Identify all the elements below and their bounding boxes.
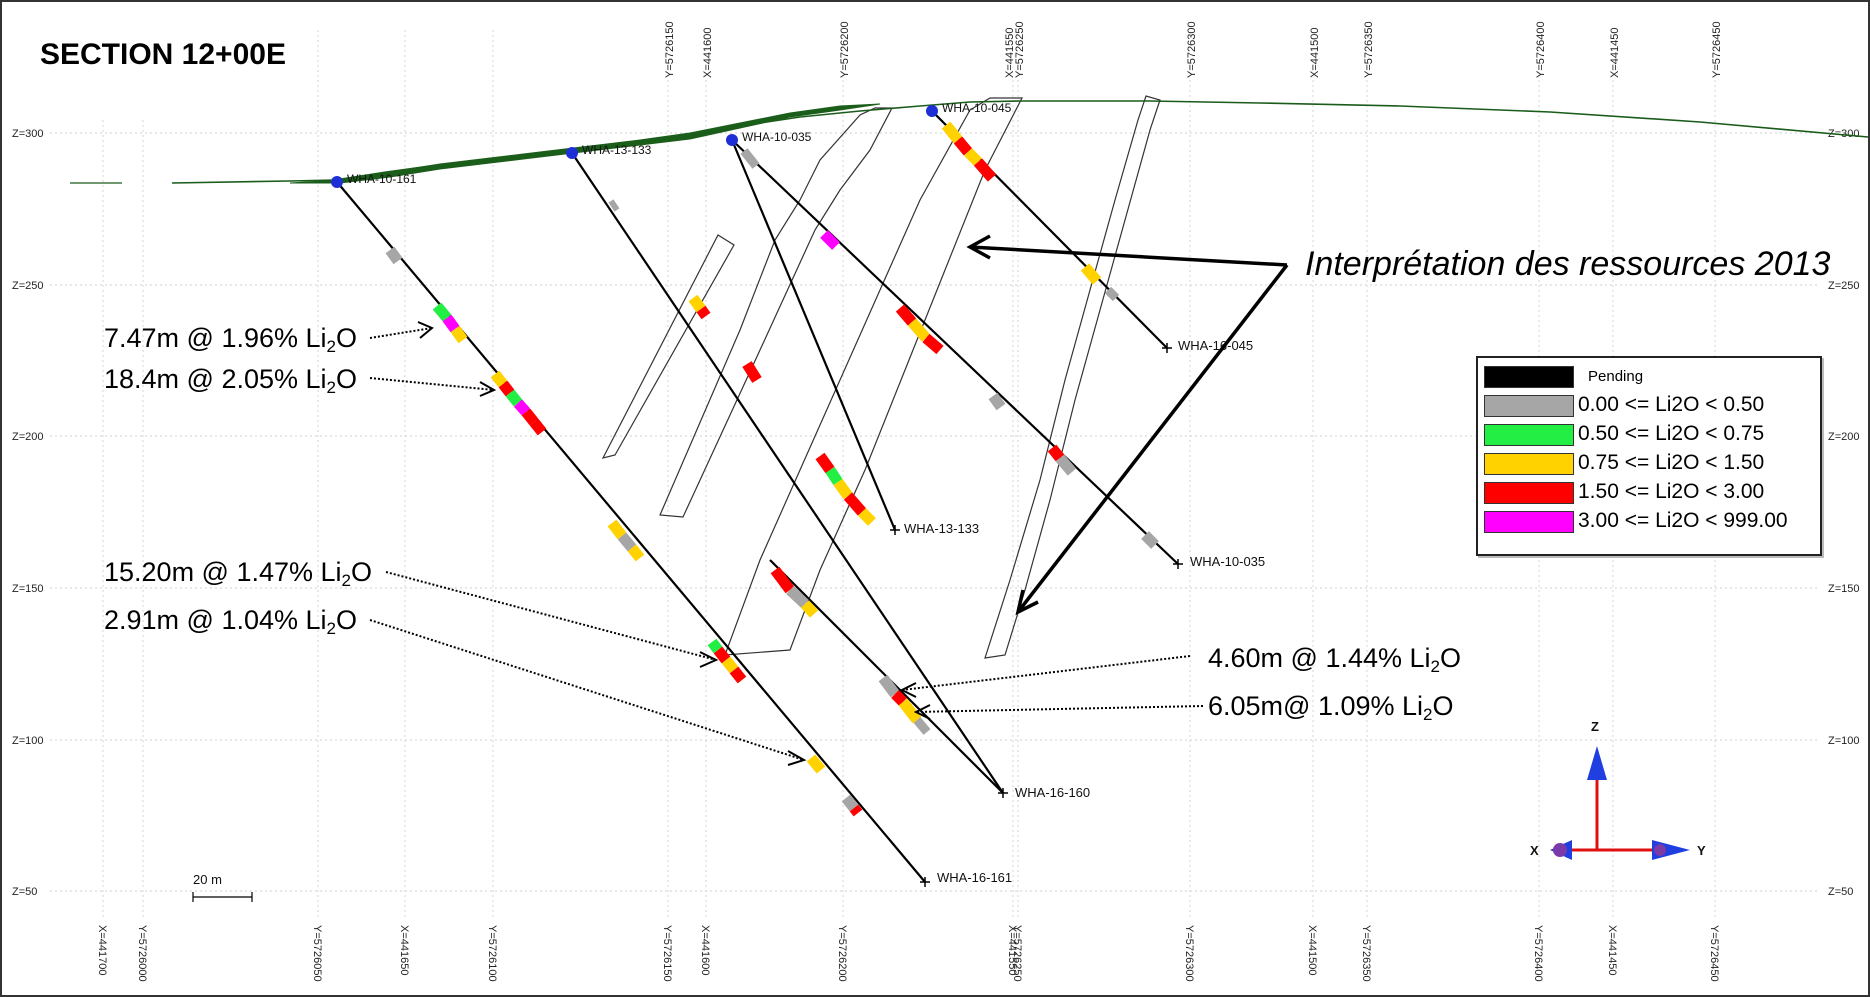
top-coord-label: Y=5726350 bbox=[1363, 21, 1375, 78]
interpretation-label: Interprétation des ressources 2013 bbox=[1305, 245, 1831, 283]
assay-intervals bbox=[385, 121, 1159, 817]
legend-label: Pending bbox=[1588, 368, 1644, 385]
gizmo-x-label: X bbox=[1530, 843, 1539, 858]
grade-annotation: 18.4m @ 2.05% Li2O bbox=[104, 364, 358, 397]
bottom-coord-label: Y=5726200 bbox=[836, 925, 848, 982]
legend-swatch bbox=[1484, 453, 1574, 475]
bottom-coord-label: X=441700 bbox=[96, 925, 108, 975]
legend-label: 0.75 <= Li2O < 1.50 bbox=[1578, 451, 1765, 474]
z-label: Z=200 bbox=[1828, 431, 1860, 443]
grade-legend: Pending 0.00 <= Li2O < 0.50 0.50 <= Li2O… bbox=[1476, 356, 1822, 556]
z-label: Z=150 bbox=[12, 583, 44, 595]
topography-surface bbox=[70, 100, 1869, 184]
top-coord-label: X=441600 bbox=[702, 28, 714, 78]
grade-annotation: 4.60m @ 1.44% Li2O bbox=[1208, 643, 1462, 676]
hole-end-label: WHA-16-045 bbox=[1178, 338, 1253, 353]
legend-label: 3.00 <= Li2O < 999.00 bbox=[1578, 509, 1788, 532]
top-coord-label: Y=5726200 bbox=[839, 21, 851, 78]
hole-end-label: WHA-16-161 bbox=[937, 870, 1012, 885]
scale-bar-label: 20 m bbox=[193, 872, 222, 887]
hole-end-label: WHA-16-160 bbox=[1015, 785, 1090, 800]
z-label: Z=50 bbox=[1828, 886, 1853, 898]
z-label: Z=250 bbox=[1828, 280, 1860, 292]
collar-markers bbox=[331, 105, 938, 188]
collar-label: WHA-10-045 bbox=[942, 101, 1012, 115]
z-label: Z=300 bbox=[1828, 128, 1860, 140]
legend-swatch bbox=[1484, 482, 1574, 504]
legend-swatch bbox=[1484, 424, 1574, 446]
z-label: Z=150 bbox=[1828, 583, 1860, 595]
hole-end-label: WHA-10-035 bbox=[1190, 554, 1265, 569]
z-label: Z=100 bbox=[1828, 735, 1860, 747]
collar-label: WHA-10-035 bbox=[742, 130, 812, 144]
section-title: SECTION 12+00E bbox=[40, 38, 286, 71]
z-label: Z=100 bbox=[12, 735, 44, 747]
collar-label: WHA-13-133 bbox=[582, 143, 652, 157]
bottom-coord-label: Y=5726150 bbox=[661, 925, 673, 982]
top-coord-label: X=441550 bbox=[1004, 28, 1016, 78]
hole-end-label: WHA-13-133 bbox=[904, 521, 979, 536]
top-coord-label: X=441500 bbox=[1309, 28, 1321, 78]
z-label: Z=300 bbox=[12, 128, 44, 140]
legend-label: 0.00 <= Li2O < 0.50 bbox=[1578, 393, 1765, 416]
legend-swatch bbox=[1484, 395, 1574, 417]
z-label: Z=50 bbox=[12, 886, 37, 898]
top-coord-label: Y=5726150 bbox=[664, 21, 676, 78]
top-coord-label: X=441450 bbox=[1609, 28, 1621, 78]
grade-annotation: 2.91m @ 1.04% Li2O bbox=[104, 605, 358, 638]
grade-annotation: 7.47m @ 1.96% Li2O bbox=[104, 323, 358, 356]
bottom-coord-label: Y=5726450 bbox=[1708, 925, 1720, 982]
top-coord-label: Y=5726300 bbox=[1186, 21, 1198, 78]
annotation-leaders bbox=[369, 327, 1204, 761]
top-coord-label: Y=5726450 bbox=[1711, 21, 1723, 78]
scale-bar bbox=[192, 892, 253, 902]
bottom-coord-label: Y=5726050 bbox=[311, 925, 323, 982]
bottom-coord-label: Y=5726100 bbox=[486, 925, 498, 982]
collar-label: WHA-10-161 bbox=[347, 172, 417, 186]
z-label: Z=200 bbox=[12, 431, 44, 443]
top-coord-label: Y=5726250 bbox=[1014, 21, 1026, 78]
bottom-coord-label: Y=5726300 bbox=[1183, 925, 1195, 982]
drill-hole-traces bbox=[336, 110, 1179, 883]
bottom-coord-label: X=441650 bbox=[398, 925, 410, 975]
legend-swatch bbox=[1484, 366, 1574, 388]
bottom-coord-label: X=441600 bbox=[699, 925, 711, 975]
legend-label: 1.50 <= Li2O < 3.00 bbox=[1578, 480, 1765, 503]
bottom-coord-label: Y=5726400 bbox=[1532, 925, 1544, 982]
bottom-coord-label: Y=5726000 bbox=[136, 925, 148, 982]
vertical-gridlines bbox=[102, 30, 1716, 920]
annotation-arrowheads bbox=[417, 321, 931, 766]
top-coord-label: Y=5726400 bbox=[1535, 21, 1547, 78]
grade-annotation: 15.20m @ 1.47% Li2O bbox=[104, 557, 373, 590]
z-gridlines bbox=[50, 132, 1820, 892]
legend-swatch bbox=[1484, 511, 1574, 533]
interpretation-arrows bbox=[966, 234, 1289, 616]
bottom-coord-label: Y=5726250 bbox=[1011, 925, 1023, 982]
gizmo-z-label: Z bbox=[1591, 719, 1599, 734]
gizmo-y-label: Y bbox=[1697, 843, 1706, 858]
grade-annotation: 6.05m@ 1.09% Li2O bbox=[1208, 691, 1454, 724]
bottom-coord-label: X=441550 bbox=[1006, 925, 1018, 975]
bottom-coord-label: X=441500 bbox=[1306, 925, 1318, 975]
bottom-coord-label: X=441450 bbox=[1606, 925, 1618, 975]
resource-interpretation-outlines bbox=[601, 95, 1161, 659]
bottom-coord-label: Y=5726350 bbox=[1360, 925, 1372, 982]
axis-gizmo: Z X Y bbox=[1530, 719, 1706, 860]
z-label: Z=250 bbox=[12, 280, 44, 292]
legend-label: 0.50 <= Li2O < 0.75 bbox=[1578, 422, 1765, 445]
